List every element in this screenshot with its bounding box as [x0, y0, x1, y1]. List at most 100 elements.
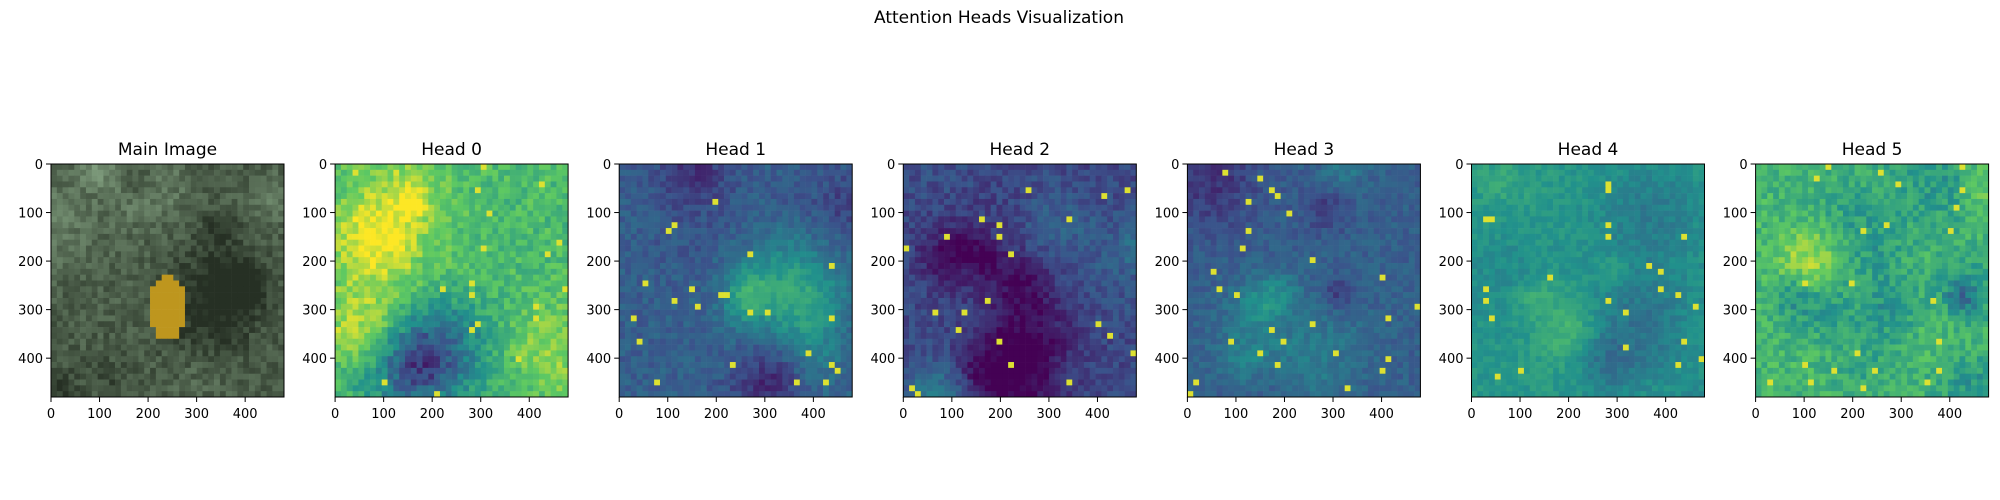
image-cell [387, 315, 394, 322]
image-cell [747, 362, 754, 369]
image-cell [91, 245, 98, 252]
image-cell [393, 257, 400, 264]
image-cell [167, 367, 174, 375]
image-cell [370, 216, 377, 223]
image-cell [823, 385, 830, 392]
image-cell [393, 233, 400, 241]
image-cell [694, 239, 702, 246]
image-cell [753, 228, 760, 235]
image-cell [817, 228, 824, 235]
image-cell [167, 193, 174, 200]
image-cell [521, 373, 528, 380]
image-cell [776, 245, 783, 252]
image-cell [375, 268, 383, 275]
image-cell [823, 321, 830, 328]
image-cell [173, 198, 180, 206]
image-cell [463, 321, 470, 328]
image-cell [219, 321, 227, 328]
image-cell [724, 356, 731, 363]
image-cell [469, 233, 476, 241]
image-cell [161, 350, 168, 357]
image-cell [683, 233, 690, 241]
image-cell [654, 379, 661, 386]
image-cell [74, 181, 81, 188]
image-cell [718, 338, 725, 345]
image-cell [109, 257, 116, 264]
image-cell [840, 245, 847, 252]
image-cell [237, 350, 244, 357]
image-cell [1025, 164, 1032, 171]
image-cell [260, 332, 267, 340]
image-cell [364, 362, 371, 369]
image-cell [422, 280, 429, 287]
image-cell [694, 251, 702, 258]
image-cell [533, 309, 540, 316]
image-cell [823, 344, 830, 351]
image-cell [741, 327, 748, 334]
image-cell [689, 263, 696, 270]
image-cell [85, 379, 93, 386]
image-cell [243, 181, 250, 188]
image-cell [846, 344, 853, 351]
image-cell [753, 362, 760, 369]
image-cell [811, 356, 818, 363]
image-cell [173, 356, 180, 363]
image-cell [642, 327, 649, 334]
image-cell [439, 233, 447, 241]
image-cell [219, 222, 227, 229]
image-cell [196, 222, 203, 229]
image-cell [718, 385, 725, 392]
image-cell [550, 315, 557, 322]
image-cell [132, 193, 139, 200]
image-cell [184, 338, 192, 345]
image-cell [439, 338, 447, 345]
image-cell [648, 356, 655, 363]
image-cell [492, 292, 499, 299]
image-cell [793, 309, 801, 316]
image-cell [782, 228, 789, 235]
image-cell [480, 233, 487, 241]
image-cell [683, 309, 690, 316]
image-cell [712, 356, 719, 363]
image-cell [636, 280, 643, 287]
image-cell [642, 338, 649, 345]
image-cell [457, 344, 464, 351]
image-cell [712, 268, 719, 275]
image-cell [422, 216, 429, 223]
image-cell [823, 379, 830, 386]
image-cell [741, 245, 748, 252]
image-cell [381, 297, 388, 305]
image-cell [486, 187, 493, 194]
image-cell [416, 216, 423, 223]
image-cell [184, 327, 192, 334]
image-cell [619, 321, 626, 328]
image-cell [120, 193, 128, 200]
image-cell [214, 181, 221, 188]
image-cell [492, 344, 499, 351]
image-cell [636, 297, 643, 305]
image-cell [619, 257, 626, 264]
image-cell [538, 268, 546, 275]
image-cell [225, 228, 232, 235]
image-cell [375, 280, 383, 287]
image-cell [498, 344, 505, 351]
image-cell [370, 239, 377, 246]
image-cell [405, 373, 412, 380]
image-cell [272, 263, 279, 270]
image-cell [445, 216, 452, 223]
image-cell [405, 228, 412, 235]
image-cell [399, 321, 406, 328]
image-cell [504, 292, 511, 299]
image-cell [788, 233, 795, 241]
image-cell [764, 228, 771, 235]
image-cell [504, 164, 511, 171]
image-cell [823, 303, 830, 310]
image-cell [370, 385, 377, 392]
image-cell [846, 263, 853, 270]
image-cell [724, 164, 731, 171]
image-cell [753, 373, 760, 380]
image-cell [138, 297, 145, 305]
image-cell [689, 187, 696, 194]
image-cell [654, 187, 661, 194]
image-cell [208, 233, 215, 241]
